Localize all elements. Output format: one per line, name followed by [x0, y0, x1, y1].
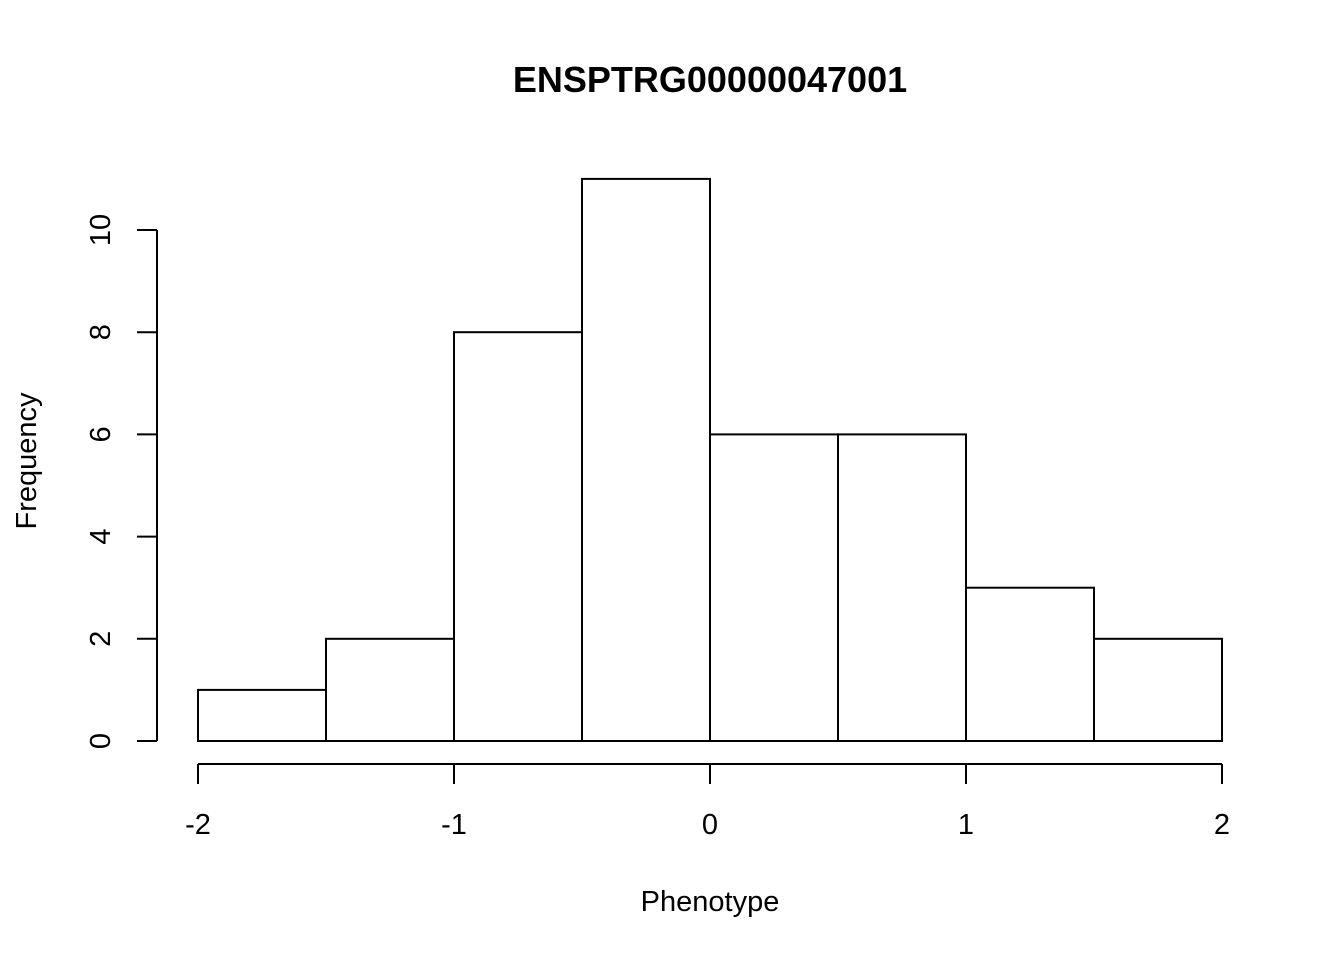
histogram-bar-7: [1093, 637, 1223, 742]
histogram-bar-3: [581, 177, 711, 742]
histogram-bar-2: [453, 331, 583, 742]
x-tick-label-3: 1: [958, 809, 974, 841]
y-tick-label-5: 10: [85, 214, 117, 246]
histogram-bar-6: [965, 586, 1095, 743]
x-axis-label: Phenotype: [641, 886, 780, 918]
histogram-bar-1: [325, 637, 455, 742]
x-axis: -2 -1 0 1 2: [185, 763, 1230, 841]
histogram-bar-0: [197, 688, 327, 743]
x-tick-label-1: -1: [441, 809, 467, 841]
x-tick-label-2: 0: [702, 809, 718, 841]
chart-title: ENSPTRG00000047001: [513, 59, 907, 100]
x-tick-label-4: 2: [1214, 809, 1230, 841]
x-tick-label-0: -2: [185, 809, 211, 841]
histogram-bar-4: [709, 433, 839, 742]
y-axis-label: Frequency: [11, 392, 43, 530]
y-tick-label-0: 0: [85, 733, 117, 749]
bars-group: [197, 177, 1223, 743]
y-tick-label-4: 8: [85, 324, 117, 340]
y-tick-label-1: 2: [85, 631, 117, 647]
y-axis: 0 2 4 6 8 10: [85, 214, 158, 749]
y-tick-label-2: 4: [85, 529, 117, 545]
y-tick-label-3: 6: [85, 426, 117, 442]
histogram-bar-5: [837, 433, 967, 742]
